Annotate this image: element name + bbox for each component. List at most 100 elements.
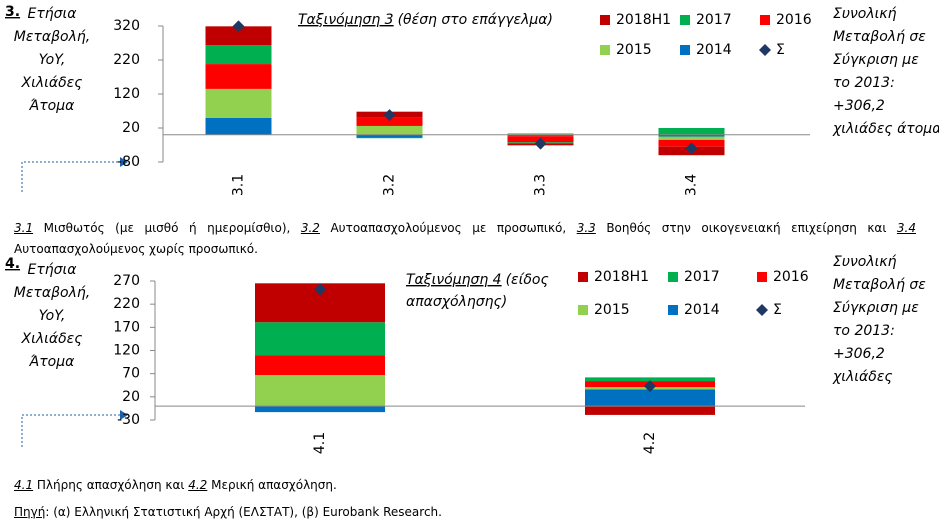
axis-label: Μεταβολή, bbox=[14, 29, 90, 45]
bar-segment bbox=[255, 375, 385, 407]
x-tick-label: 3.1 bbox=[231, 174, 247, 196]
side-note: +306,2 bbox=[833, 346, 885, 362]
axis-label: Ετήσια bbox=[28, 262, 78, 278]
bar-segment bbox=[356, 125, 423, 135]
caption-text: Αυτοαπασχολούμενος χωρίς προσωπικό. bbox=[14, 242, 258, 256]
total-marker bbox=[644, 380, 656, 393]
source-text: : (α) Ελληνική Στατιστική Αρχή (ΕΛΣΤΑΤ),… bbox=[45, 505, 442, 519]
side-note: χιλιάδες bbox=[832, 369, 893, 385]
y-tick-label: 70 bbox=[122, 366, 140, 382]
bar-segment bbox=[585, 389, 715, 407]
bar-segment bbox=[205, 88, 272, 118]
total-marker bbox=[534, 137, 547, 150]
bar-segment bbox=[205, 26, 272, 46]
bar-segment bbox=[255, 322, 385, 356]
legend-label: 2018H1 bbox=[594, 269, 649, 285]
panel-number: 3. bbox=[5, 4, 20, 20]
legend-swatch bbox=[680, 15, 690, 25]
axis-label: YoY, bbox=[39, 308, 66, 324]
chart-title-rest: (θέση στο επάγγελμα) bbox=[398, 12, 553, 28]
bar-segment bbox=[507, 134, 574, 137]
chart-title: Ταξινόμηση 3 (θέση στο επάγγελμα) bbox=[298, 12, 553, 28]
legend-swatch bbox=[680, 45, 690, 55]
bar-segment bbox=[255, 406, 385, 413]
panel-number: 4. bbox=[5, 256, 20, 272]
y-tick-label: 120 bbox=[113, 343, 140, 359]
side-note: χιλιάδες άτομα bbox=[832, 121, 939, 137]
caption-code: 4.2 bbox=[188, 478, 208, 492]
legend-swatch bbox=[578, 305, 588, 315]
legend-label: 2017 bbox=[696, 12, 732, 28]
total-marker bbox=[685, 142, 698, 155]
legend-swatch bbox=[756, 304, 768, 316]
caption-code: 3.4 bbox=[896, 221, 916, 235]
y-tick-label: 320 bbox=[113, 18, 140, 34]
caption-code: 4.1 bbox=[14, 478, 34, 492]
legend-swatch bbox=[759, 44, 771, 56]
source-label: Πηγή bbox=[14, 505, 46, 519]
legend-label: 2014 bbox=[696, 42, 732, 58]
caption-code: 3.2 bbox=[300, 221, 320, 235]
source: Πηγή: (α) Ελληνική Στατιστική Αρχή (ΕΛΣΤ… bbox=[14, 502, 916, 522]
y-tick-label: 20 bbox=[122, 120, 140, 136]
x-tick-label: 3.4 bbox=[684, 174, 700, 196]
connector-arrow bbox=[120, 157, 128, 167]
bar-segment bbox=[255, 355, 385, 376]
x-tick-label: 4.2 bbox=[642, 432, 658, 454]
axis-label: Άτομα bbox=[29, 354, 75, 370]
legend-label: 2015 bbox=[616, 42, 652, 58]
bar-segment bbox=[507, 133, 574, 135]
legend-label: 2016 bbox=[776, 12, 812, 28]
axis-label: Ετήσια bbox=[28, 6, 78, 22]
connector-arrow bbox=[120, 410, 128, 420]
chart-title-rest: απασχόλησης) bbox=[406, 294, 507, 310]
bar-segment bbox=[585, 406, 715, 415]
y-tick-label: 120 bbox=[113, 86, 140, 102]
chart-title-main: Ταξινόμηση 3 bbox=[298, 12, 394, 28]
axis-label: Χιλιάδες bbox=[21, 331, 83, 347]
chart-title-main: Ταξινόμηση 4 bbox=[406, 272, 502, 288]
caption-code: 3.3 bbox=[576, 221, 596, 235]
bar-segment bbox=[658, 134, 725, 137]
side-note: Σύγκριση με bbox=[833, 300, 919, 316]
legend-label: Σ bbox=[776, 42, 785, 58]
legend-label: 2015 bbox=[594, 302, 630, 318]
axis-label: Άτομα bbox=[29, 98, 75, 114]
bar-segment bbox=[585, 377, 715, 382]
chart-title-rest: (είδος bbox=[506, 272, 549, 288]
y-tick-label: 20 bbox=[122, 389, 140, 405]
caption: 3.1 Μισθωτός (με μισθό ή ημερομίσθιο), 3… bbox=[14, 218, 916, 260]
bar-segment bbox=[205, 117, 272, 135]
connector bbox=[21, 414, 120, 447]
caption-text: Μισθωτός (με μισθό ή ημερομίσθιο), bbox=[33, 221, 301, 235]
caption: 4.1 Πλήρης απασχόληση και 4.2 Μερική απα… bbox=[14, 475, 916, 496]
caption-code: 3.1 bbox=[14, 221, 34, 235]
legend-swatch bbox=[578, 272, 588, 282]
legend-swatch bbox=[600, 45, 610, 55]
side-note: Συνολική bbox=[833, 6, 897, 22]
side-note: Σύγκριση με bbox=[833, 52, 919, 68]
bar-segment bbox=[356, 117, 423, 126]
total-marker bbox=[232, 20, 245, 33]
chart-title: Ταξινόμηση 4 (είδος bbox=[406, 272, 549, 288]
bar-segment bbox=[356, 134, 423, 138]
legend-label: 2016 bbox=[773, 269, 809, 285]
legend-swatch bbox=[760, 15, 770, 25]
caption-text: Μερική απασχόληση. bbox=[207, 478, 337, 492]
y-tick-label: 270 bbox=[113, 273, 140, 289]
caption-text: Πλήρης απασχόληση και bbox=[33, 478, 189, 492]
bar-segment bbox=[205, 45, 272, 65]
legend-label: 2017 bbox=[684, 269, 720, 285]
x-tick-label: 3.3 bbox=[533, 174, 549, 196]
y-tick-label: 220 bbox=[113, 296, 140, 312]
axis-label: YoY, bbox=[39, 52, 66, 68]
axis-label: Μεταβολή, bbox=[14, 285, 90, 301]
legend-swatch bbox=[668, 305, 678, 315]
legend-swatch bbox=[668, 272, 678, 282]
side-note: +306,2 bbox=[833, 98, 885, 114]
axis-label: Χιλιάδες bbox=[21, 75, 83, 91]
total-marker bbox=[314, 283, 326, 296]
total-marker bbox=[383, 109, 396, 122]
